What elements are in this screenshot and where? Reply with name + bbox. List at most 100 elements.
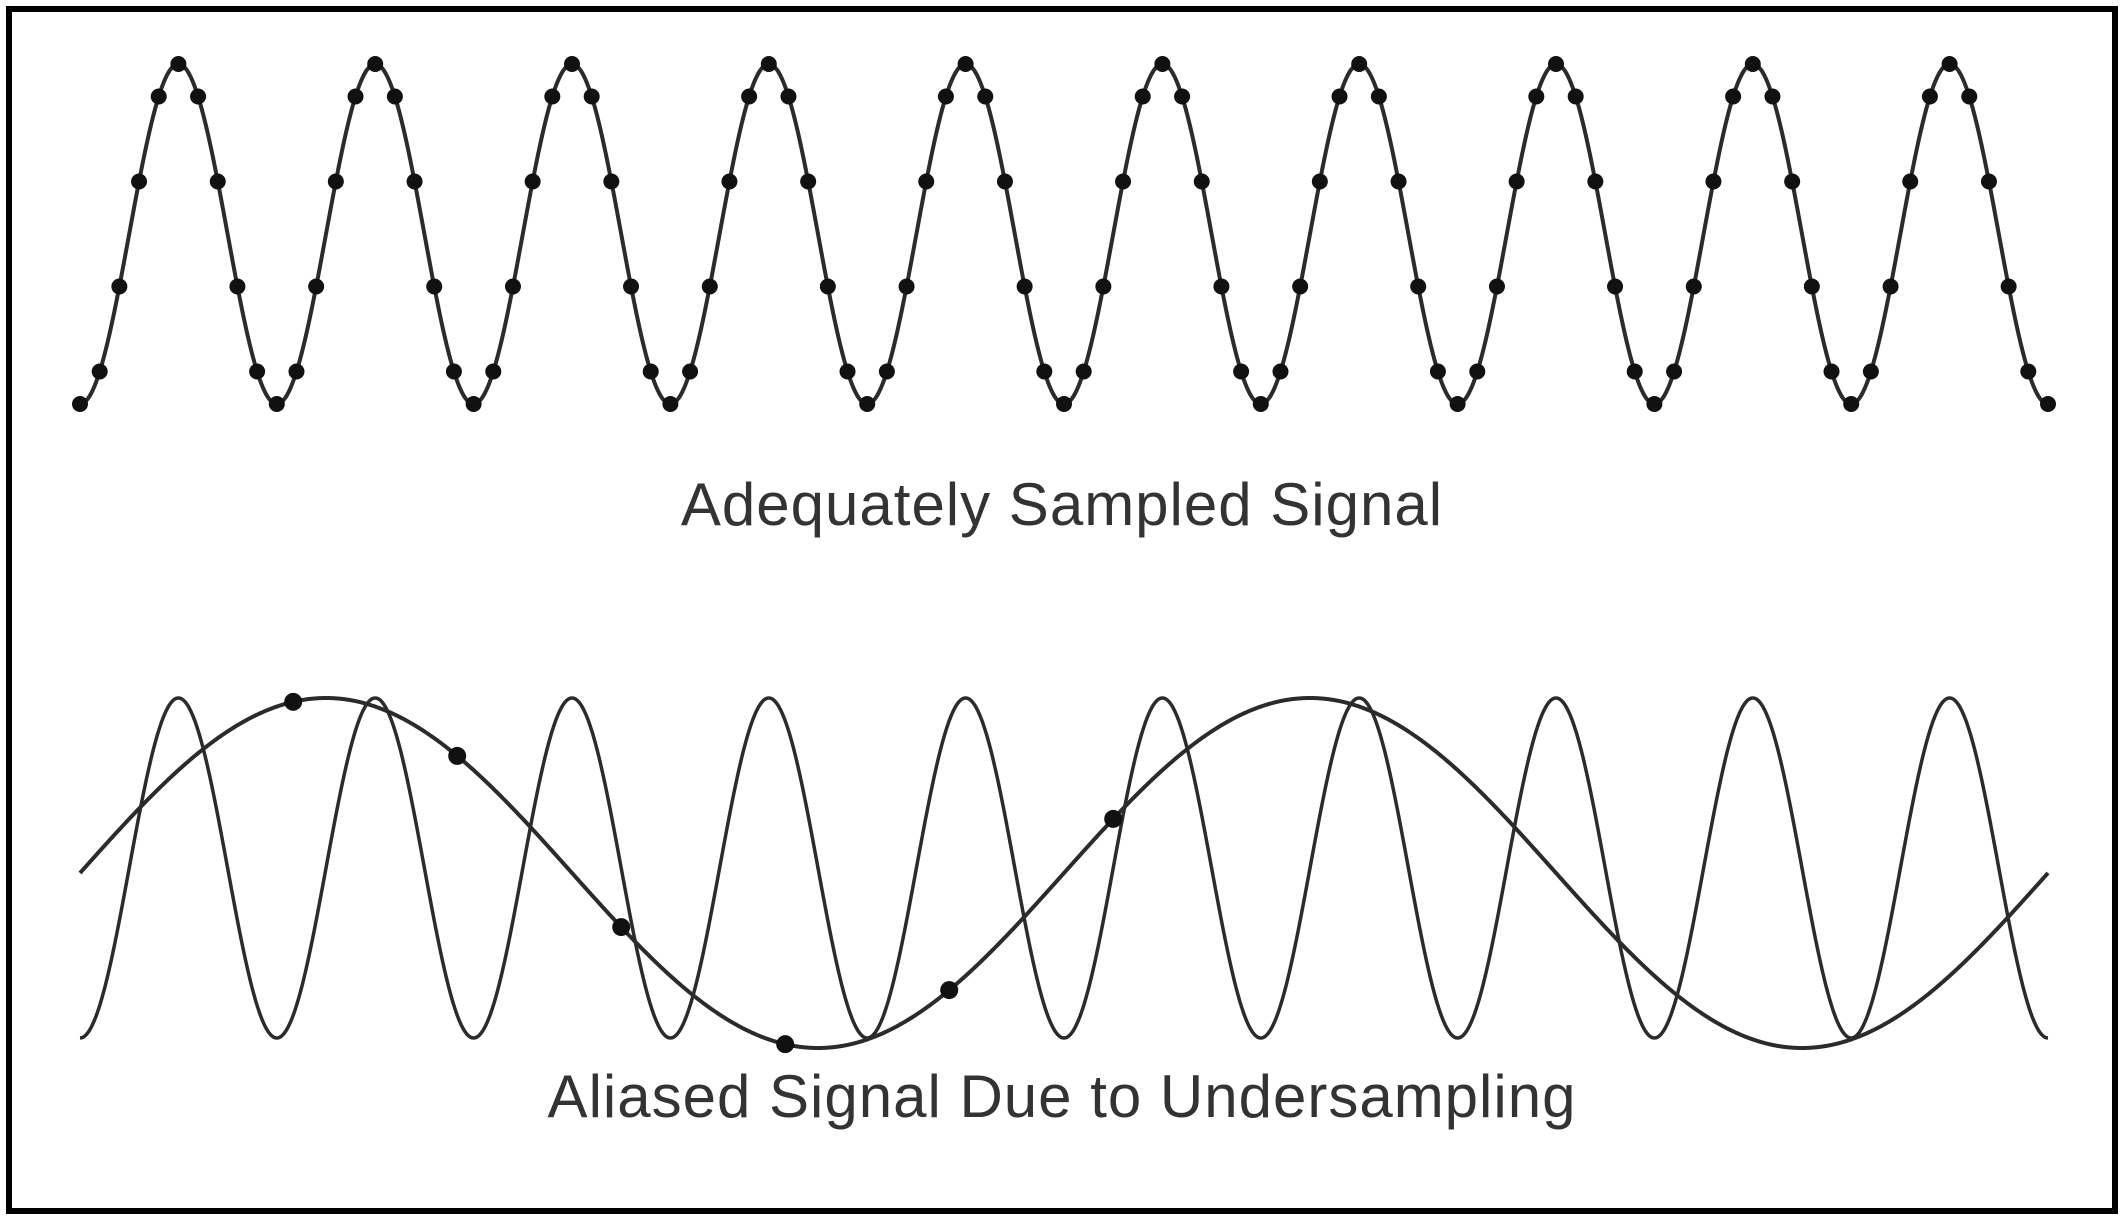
sample-point <box>367 56 384 72</box>
sample-point <box>1449 396 1466 412</box>
sample-point <box>1725 88 1742 105</box>
sample-point <box>1646 396 1663 412</box>
sample-point <box>1587 173 1604 190</box>
sample-point <box>1331 88 1348 105</box>
adequately-sampled-panel <box>72 56 2056 412</box>
sample-point <box>1685 278 1702 295</box>
sample-point <box>1488 278 1505 295</box>
diagram-frame <box>6 6 2118 1214</box>
sample-point <box>544 88 561 105</box>
sample-point <box>760 56 777 72</box>
sample-point <box>1056 396 1072 412</box>
sample-point <box>564 56 580 72</box>
adequately-sampled-waveform <box>79 61 2049 407</box>
caption-aliased-signal: Aliased Signal Due to Undersampling <box>547 1063 1577 1130</box>
sample-point <box>1744 56 1761 72</box>
undersampled-point <box>1104 809 1123 828</box>
sample-point <box>406 173 423 190</box>
sample-point <box>1075 363 1092 380</box>
sample-point <box>288 363 305 380</box>
undersampled-point <box>448 746 467 765</box>
sample-point <box>1213 278 1230 295</box>
sample-point <box>426 278 443 295</box>
sample-point <box>642 363 659 380</box>
sample-point <box>72 396 88 412</box>
undersampled-point <box>776 1035 795 1054</box>
sample-point <box>1607 278 1624 295</box>
high-frequency-waveform <box>79 696 2049 1040</box>
sample-points-group <box>72 56 2056 412</box>
aliased-panel <box>78 692 2050 1054</box>
sample-point <box>1666 363 1683 380</box>
sample-point <box>682 363 699 380</box>
sample-point <box>1429 363 1446 380</box>
sample-point <box>1626 363 1643 380</box>
sample-point <box>1784 173 1801 190</box>
sample-point <box>268 396 285 412</box>
sample-point <box>1233 363 1250 380</box>
sample-point <box>1115 173 1132 190</box>
sample-point <box>1961 88 1978 105</box>
sample-point <box>1390 173 1407 190</box>
sample-point <box>150 88 167 105</box>
sample-point <box>1095 278 1112 295</box>
sample-point <box>2000 278 2017 295</box>
sample-point <box>996 173 1013 190</box>
sample-point <box>701 278 718 295</box>
sample-point <box>386 88 403 105</box>
sample-point <box>1292 278 1309 295</box>
sample-point <box>1252 396 1269 412</box>
sample-point <box>1193 173 1210 190</box>
sample-point <box>1311 173 1328 190</box>
sample-point <box>1548 56 1564 72</box>
sample-point <box>1134 88 1151 105</box>
sample-point <box>327 173 344 190</box>
sample-point <box>1508 173 1525 190</box>
sample-point <box>603 173 620 190</box>
sample-point <box>1823 363 1840 380</box>
sample-point <box>1272 363 1289 380</box>
sample-point <box>1764 88 1781 105</box>
sample-point <box>1174 88 1191 105</box>
sample-point <box>1705 173 1722 190</box>
sample-point <box>465 396 482 412</box>
sample-point <box>347 88 364 105</box>
undersampled-point <box>612 918 631 937</box>
sample-point <box>623 278 640 295</box>
sample-point <box>898 278 915 295</box>
sample-point <box>1469 363 1486 380</box>
sample-point <box>485 363 502 380</box>
sample-point <box>800 173 817 190</box>
sample-point <box>1351 56 1368 72</box>
sample-point <box>662 396 679 412</box>
aliased-low-frequency-waveform <box>78 695 2050 1051</box>
sample-point <box>1410 278 1427 295</box>
sample-point <box>1902 173 1919 190</box>
sample-point <box>1567 88 1584 105</box>
sample-point <box>977 88 994 105</box>
sample-point <box>111 278 128 295</box>
sample-point <box>445 363 462 380</box>
undersampled-points-group <box>284 692 1123 1054</box>
sample-point <box>859 396 876 412</box>
undersampled-point <box>940 981 959 1000</box>
sample-point <box>1941 56 1958 72</box>
sample-point <box>1036 363 1053 380</box>
sample-point <box>308 278 325 295</box>
sample-point <box>504 278 521 295</box>
sample-point <box>131 173 148 190</box>
sample-point <box>918 173 935 190</box>
sample-point <box>937 88 954 105</box>
sample-point <box>2020 363 2037 380</box>
sample-point <box>524 173 541 190</box>
sample-point <box>1370 88 1387 105</box>
undersampled-point <box>284 692 303 711</box>
sample-point <box>1843 396 1860 412</box>
sample-point <box>819 278 836 295</box>
sample-point <box>780 88 797 105</box>
sample-point <box>229 278 246 295</box>
sample-point <box>2040 396 2056 412</box>
sample-point <box>91 363 108 380</box>
sample-point <box>1921 88 1938 105</box>
sample-point <box>839 363 856 380</box>
